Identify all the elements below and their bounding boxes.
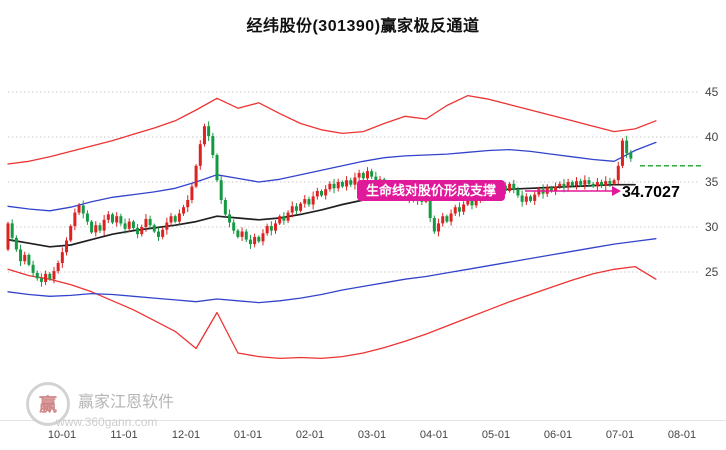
y-axis-tick-label: 40 [705, 130, 719, 144]
support-annotation-text: 生命线对股价形成支撑 [366, 183, 497, 198]
x-axis-labels: 10-01 11-01 12-01 01-01 02-01 03-01 04-01 05-01… [48, 429, 696, 441]
x-axis-tick-label: 08-01 [668, 429, 696, 441]
x-axis-tick-label: 07-01 [606, 429, 634, 441]
y-axis-tick-label: 25 [705, 265, 719, 279]
y-axis-tick-label: 45 [705, 85, 719, 99]
x-axis-tick-label: 11-01 [110, 429, 137, 441]
support-annotation: 生命线对股价形成支撑 [357, 180, 506, 201]
upper-red-rail-line [7, 94, 657, 165]
brand-logo-icon: 赢 [26, 382, 70, 426]
x-axis-tick-label: 10-01 [48, 429, 76, 441]
y-axis-tick-label: 30 [705, 220, 719, 234]
upper-blue-channel-line [7, 141, 657, 212]
lower-blue-channel-line [7, 238, 657, 304]
candles-layer [6, 121, 633, 287]
lifeline-price-label: 34.7027 [622, 184, 680, 201]
x-axis-tick-label: 01-01 [234, 429, 262, 441]
x-axis-tick-label: 12-01 [172, 429, 200, 441]
x-axis-tick-label: 06-01 [544, 429, 572, 441]
support-arrowhead-icon [612, 186, 621, 196]
chart-title: 经纬股份(301390)赢家极反通道 [246, 18, 480, 35]
lifeline-black-line [7, 183, 636, 248]
brand-logo-glyph: 赢 [39, 395, 57, 415]
watermark-url: www.360gann.com [56, 415, 158, 429]
x-axis-tick-label: 03-01 [358, 429, 386, 441]
watermark: 赢 赢家江恩软件 www.360gann.com [26, 382, 174, 429]
lower-red-rail-line [7, 265, 657, 360]
x-axis-tick-label: 05-01 [482, 429, 510, 441]
watermark-brand: 赢家江恩软件 [78, 394, 175, 411]
x-axis-tick-label: 02-01 [296, 429, 324, 441]
y-axis-tick-label: 35 [705, 175, 719, 189]
x-axis-tick-label: 04-01 [420, 429, 448, 441]
